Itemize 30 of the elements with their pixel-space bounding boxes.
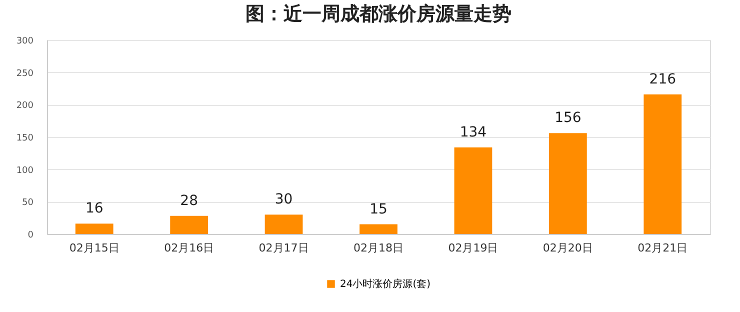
data-label: 134 <box>460 124 487 140</box>
legend-label: 24小时涨价房源(套) <box>340 278 431 290</box>
y-tick-label: 250 <box>16 68 34 79</box>
y-tick-label: 200 <box>16 101 34 112</box>
bar <box>644 94 682 234</box>
data-label: 15 <box>370 201 388 218</box>
y-tick-label: 0 <box>28 230 34 240</box>
bar <box>548 133 587 234</box>
bar <box>75 224 114 234</box>
bar <box>264 214 303 234</box>
x-tick-label: 02月17日 <box>258 242 309 254</box>
x-tick-label: 02月16日 <box>164 242 214 254</box>
x-tick-label: 02月15日 <box>69 242 120 254</box>
bar <box>360 224 398 234</box>
data-label: 216 <box>649 71 676 88</box>
chart-title: 图：近一周成都涨价房源量走势 <box>246 3 512 25</box>
data-label: 16 <box>85 200 104 217</box>
x-tick-label: 02月19日 <box>448 242 498 254</box>
x-tick-label: 02月20日 <box>542 242 593 254</box>
y-tick-label: 100 <box>16 166 34 176</box>
x-tick-label: 02月18日 <box>354 242 404 254</box>
data-label: 156 <box>554 110 582 126</box>
y-tick-label: 300 <box>16 36 34 46</box>
bar <box>454 147 492 234</box>
data-label: 30 <box>274 192 293 208</box>
y-tick-label: 150 <box>16 134 34 144</box>
data-label: 28 <box>180 192 198 209</box>
y-tick-label: 50 <box>22 198 34 208</box>
x-tick-label: 02月21日 <box>638 242 688 254</box>
bar <box>170 216 208 234</box>
